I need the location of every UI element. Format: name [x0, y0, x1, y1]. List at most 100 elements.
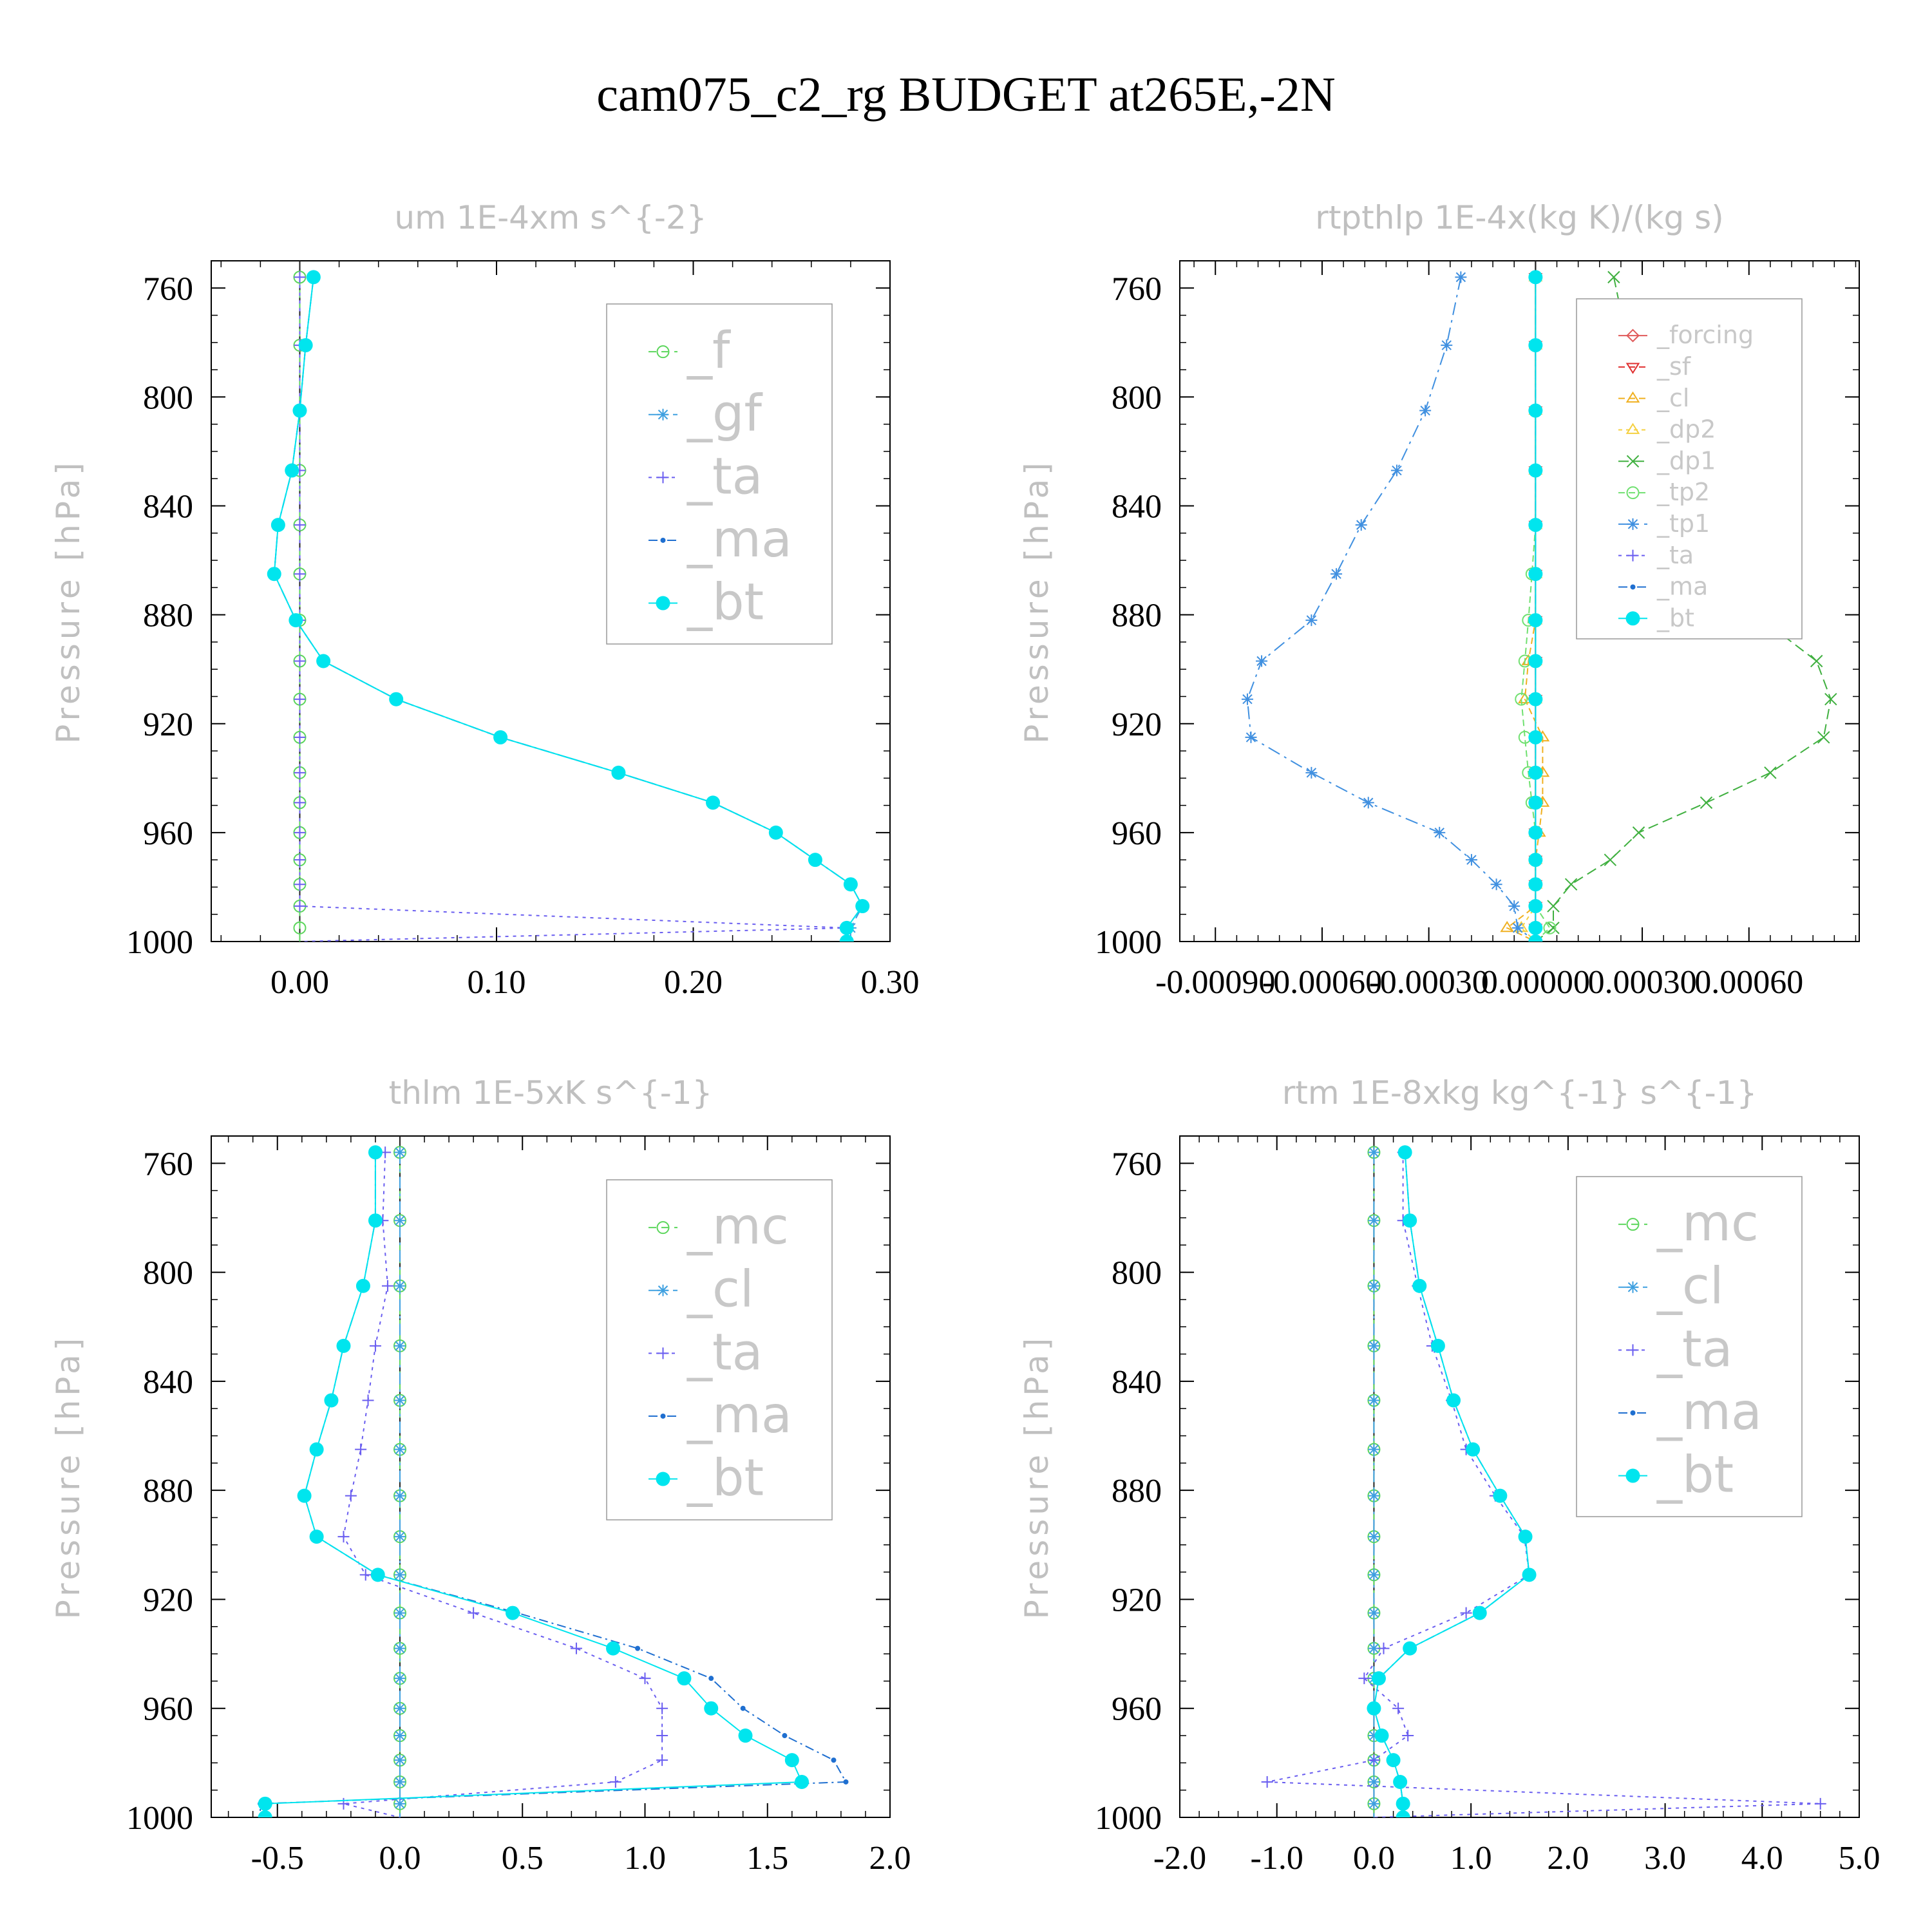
x-tick-label: 0.00060 — [1694, 964, 1803, 1001]
panel-3: thlm 1E-5xK s^{-1} Pressure [hPa] 760 800 84… — [50, 1074, 911, 1877]
plot-frame — [1179, 1135, 1860, 1818]
data-point-bt — [795, 1774, 810, 1789]
data-point-ma — [843, 1779, 849, 1785]
legend-marker — [660, 1413, 666, 1419]
data-point-cl — [1368, 1340, 1380, 1352]
data-point-bt — [298, 338, 313, 353]
data-point-bt — [316, 654, 331, 668]
x-tick-label: 0.00030 — [1588, 964, 1697, 1001]
data-point-ta — [362, 1394, 374, 1406]
y-tick-label: 880 — [143, 1473, 193, 1510]
x-tick-label: 0.20 — [664, 964, 723, 1001]
y-tick-label: 800 — [1112, 1255, 1162, 1292]
data-point-cl — [1368, 1146, 1380, 1159]
data-point-dp1 — [1564, 878, 1578, 891]
data-point-bt — [306, 270, 321, 285]
data-point-bt — [768, 825, 783, 840]
legend-label: _dp2 — [1656, 415, 1716, 444]
data-point-bt — [1522, 1567, 1537, 1582]
legend-label: _ma — [1656, 1383, 1762, 1441]
data-point-bt — [1403, 1641, 1417, 1656]
data-point-ta — [294, 271, 306, 283]
data-point-ta — [337, 1797, 350, 1810]
y-tick-label: 840 — [1112, 489, 1162, 526]
data-point-tp1 — [1490, 878, 1502, 891]
y-axis-label: Pressure [hPa] — [1018, 1334, 1056, 1620]
data-point-cl — [393, 1702, 406, 1714]
legend-label: _mc — [1656, 1195, 1759, 1253]
data-point-bt — [1493, 1488, 1508, 1503]
data-point-bt — [1386, 1753, 1401, 1768]
data-point-bt — [1518, 1530, 1533, 1544]
data-point-ta — [294, 826, 306, 838]
panel-2: rtpthlp 1E-4x(kg K)/(kg s) Pressure [hPa]… — [1018, 199, 1860, 1001]
data-point-tp1 — [1419, 404, 1432, 417]
data-point-bt — [1472, 1605, 1487, 1620]
legend-box — [606, 1179, 833, 1520]
data-point-bt — [1528, 853, 1543, 867]
y-tick-label: 920 — [1112, 706, 1162, 743]
legend-label: _cl — [687, 1261, 754, 1319]
data-point-tp1 — [1508, 900, 1520, 913]
data-point-tp1 — [1441, 339, 1453, 352]
data-point-ta — [294, 568, 306, 580]
data-point-ta — [294, 655, 306, 667]
legend-marker — [1625, 611, 1640, 626]
y-tick-label: 760 — [143, 270, 193, 307]
data-point-bt — [1528, 920, 1543, 935]
series-line-ma — [1373, 1152, 1530, 1817]
data-point-bt — [270, 518, 285, 533]
y-tick-label: 880 — [1112, 598, 1162, 634]
data-point-ta — [369, 1340, 381, 1352]
legend-marker — [1625, 1468, 1640, 1483]
data-point-tp1 — [1355, 519, 1367, 531]
data-point-tp1 — [1455, 271, 1467, 283]
series-group — [258, 1145, 849, 1817]
data-point-bt — [368, 1145, 383, 1160]
x-tick-label: 1.0 — [1450, 1840, 1492, 1877]
legend-label: _ta — [1656, 541, 1694, 569]
data-point-ta — [1368, 1754, 1380, 1766]
data-point-bt — [1528, 654, 1543, 668]
data-point-bt — [309, 1442, 324, 1457]
data-point-cl — [1368, 1490, 1380, 1502]
x-tick-label: 0.0 — [379, 1840, 421, 1877]
data-point-bt — [1396, 1810, 1410, 1817]
legend-label: _tp2 — [1656, 478, 1710, 506]
y-tick-label: 1000 — [1095, 924, 1162, 961]
data-point-bt — [1528, 338, 1543, 353]
data-point-tp1 — [1331, 568, 1343, 580]
legend-marker — [656, 596, 670, 611]
legend-marker — [1625, 391, 1640, 403]
legend-marker — [656, 1221, 670, 1235]
panel-title: rtpthlp 1E-4x(kg K)/(kg s) — [1315, 199, 1723, 236]
legend-label: _forcing — [1656, 321, 1754, 349]
data-point-bt — [677, 1671, 692, 1686]
x-tick-label: 0.00000 — [1481, 964, 1590, 1001]
chart-panels: um 1E-4xm s^{-2} Pressure [hPa] 760 800 840 8… — [50, 199, 1880, 1877]
data-point-bt — [1446, 1393, 1461, 1408]
data-point-bt — [1528, 403, 1543, 418]
x-tick-label: -1.0 — [1251, 1840, 1303, 1877]
legend-marker — [1627, 549, 1639, 562]
legend-marker — [1626, 486, 1640, 500]
y-tick-label: 1000 — [126, 924, 193, 961]
y-tick-label: 920 — [1112, 1582, 1162, 1618]
legend-box — [1576, 298, 1803, 639]
data-point-cl — [393, 1607, 406, 1619]
data-point-bt — [1528, 692, 1543, 706]
data-point-f — [293, 921, 307, 934]
series-line-ta — [1267, 1152, 1821, 1817]
data-point-cl — [1368, 1776, 1380, 1788]
data-point-ta — [359, 1569, 372, 1581]
legend-label: _bt — [687, 574, 764, 632]
legend-label: _dp1 — [1656, 446, 1716, 475]
y-tick-label: 960 — [1112, 1691, 1162, 1728]
data-point-bt — [1528, 463, 1543, 478]
data-point-cl — [393, 1443, 406, 1455]
x-tick-label: 3.0 — [1644, 1840, 1686, 1877]
legend-marker — [1630, 584, 1636, 590]
data-point-bt — [1528, 518, 1543, 533]
series-line-tp1 — [1246, 277, 1537, 942]
data-point-cl — [393, 1754, 406, 1766]
